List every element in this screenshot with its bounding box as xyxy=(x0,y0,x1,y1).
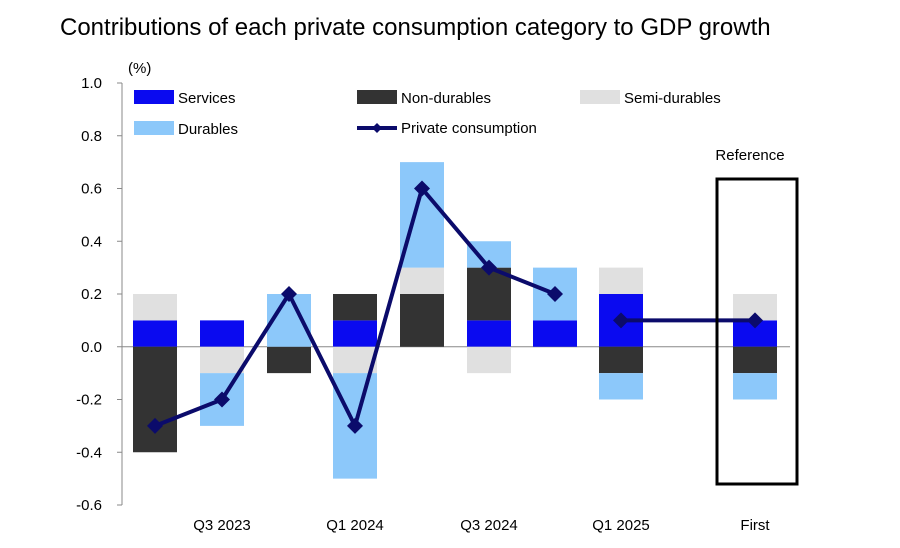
bar-durables-4 xyxy=(400,162,444,268)
bar-services-1 xyxy=(200,320,244,347)
x-tick-label: Q1 2025 xyxy=(592,517,650,534)
bar-semi-durables-0 xyxy=(133,294,177,321)
y-tick-label: 0.0 xyxy=(81,339,102,356)
private-consumption-point-3 xyxy=(347,417,363,434)
private-consumption-point-4 xyxy=(414,180,430,197)
y-axis-unit-label: (%) xyxy=(128,60,151,77)
y-tick-label: -0.4 xyxy=(76,444,102,461)
bar-non-durables-0 xyxy=(133,346,177,453)
private-consumption-point-0 xyxy=(147,417,163,434)
reference-label: Reference xyxy=(715,147,784,164)
legend-swatch-durables xyxy=(134,121,174,135)
bar-semi-durables-1 xyxy=(200,346,244,374)
bar-semi-durables-4 xyxy=(400,267,444,294)
reference-frame xyxy=(715,177,799,486)
bar-non-durables-5 xyxy=(467,267,511,321)
legend-swatch-services xyxy=(134,90,174,104)
private-consumption-point-7 xyxy=(613,312,629,329)
private-consumption-point-1 xyxy=(214,391,230,408)
y-tick-label: 0.6 xyxy=(81,181,102,198)
bar-services-6 xyxy=(533,320,577,347)
legend: Services Non-durables Semi-durables Durable… xyxy=(134,90,721,138)
bar-non-durables-2 xyxy=(267,346,311,374)
y-tick-label: 0.4 xyxy=(81,233,102,250)
legend-label-durables: Durables xyxy=(178,121,238,138)
bars-layer xyxy=(133,162,777,479)
private-consumption-point-2 xyxy=(281,286,297,302)
x-axis-labels: Q3 2023 Q1 2024 Q3 2024 Q1 2025 First xyxy=(193,517,770,534)
y-tick-label: -0.2 xyxy=(76,392,102,409)
bar-non-durables-4 xyxy=(400,294,444,347)
legend-label-semi-durables: Semi-durables xyxy=(624,90,721,107)
legend-label-services: Services xyxy=(178,90,236,107)
bar-services-3 xyxy=(333,320,377,347)
legend-label-non-durables: Non-durables xyxy=(401,90,491,107)
bar-services-5 xyxy=(467,320,511,347)
legend-label-private-consumption: Private consumption xyxy=(401,120,537,137)
private-consumption-point-6 xyxy=(547,286,563,302)
y-tick-label: 0.2 xyxy=(81,286,102,303)
legend-swatch-non-durables xyxy=(357,90,397,104)
reference-box: Reference xyxy=(715,147,799,486)
x-tick-label: Q3 2023 xyxy=(193,517,251,534)
bar-semi-durables-7 xyxy=(599,267,643,294)
legend-swatch-semi-durables xyxy=(580,90,620,104)
private-consumption-point-5 xyxy=(481,259,497,276)
y-tick-label: 0.8 xyxy=(81,128,102,145)
y-tick-label: -0.6 xyxy=(76,497,102,514)
y-tick-label: 1.0 xyxy=(81,75,102,92)
bar-semi-durables-5 xyxy=(467,346,511,374)
bar-durables-8 xyxy=(733,373,777,400)
bar-non-durables-3 xyxy=(333,294,377,321)
x-tick-label: Q3 2024 xyxy=(460,517,518,534)
legend-marker-private-consumption xyxy=(372,123,382,133)
bar-durables-7 xyxy=(599,373,643,400)
x-tick-label: Q1 2024 xyxy=(326,517,384,534)
bar-non-durables-8 xyxy=(733,346,777,374)
bar-services-0 xyxy=(133,320,177,347)
x-tick-label: First xyxy=(740,517,770,534)
chart-title: Contributions of each private consumptio… xyxy=(60,14,771,41)
y-axis: 1.0 0.8 0.6 0.4 0.2 0.0 -0.2 -0.4 -0.6 xyxy=(76,75,123,514)
private-consumption-line-layer xyxy=(147,180,763,434)
private-consumption-point-8 xyxy=(747,312,763,329)
bar-non-durables-7 xyxy=(599,346,643,374)
